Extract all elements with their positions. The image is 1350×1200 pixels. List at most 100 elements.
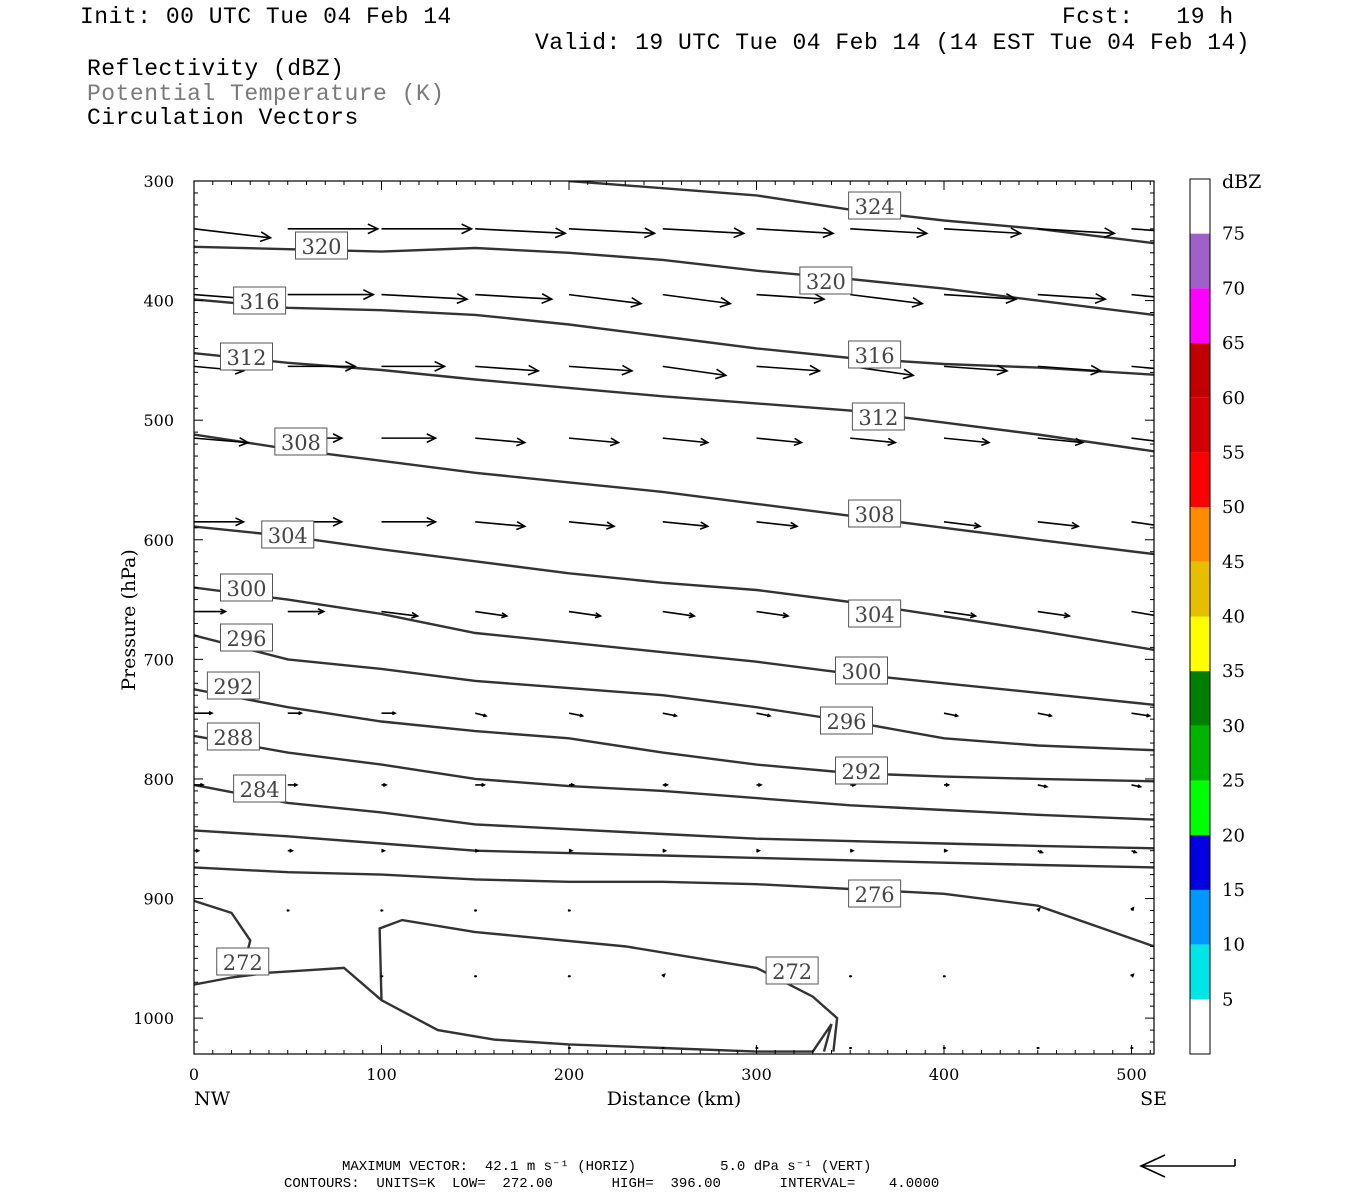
theta-contour-288 [194, 734, 1154, 821]
x-end-label-left: NW [194, 1088, 231, 1110]
contour-label: 272 [765, 956, 819, 985]
colorbar-label: 15 [1222, 880, 1245, 901]
svg-text:312: 312 [226, 346, 266, 370]
wind-vector [381, 516, 438, 527]
y-axis-label: Pressure (hPa) [118, 549, 140, 691]
theta-contour-280 [194, 829, 1154, 869]
svg-text:308: 308 [281, 431, 321, 455]
wind-vector [568, 610, 603, 619]
colorbar-swatch [1190, 944, 1210, 1000]
init-time: Init: 00 UTC Tue 04 Feb 14 [80, 4, 452, 30]
contour-label: 304 [261, 520, 315, 549]
wind-vector [287, 711, 304, 716]
contour-label: 308 [274, 427, 328, 456]
wind-vector [943, 293, 1018, 305]
theta-contour-312 [194, 352, 1154, 453]
wind-vector [1037, 712, 1054, 718]
svg-text:316: 316 [240, 290, 280, 314]
wind-vector [756, 610, 790, 619]
colorbar-frame [1189, 178, 1211, 1055]
colorbar-label: 10 [1222, 935, 1245, 956]
svg-text:324: 324 [855, 195, 895, 219]
y-tick-label: 900 [143, 890, 174, 909]
wind-vector [943, 610, 978, 619]
theta-contour-320 [194, 245, 1154, 317]
y-tick-label: 500 [143, 411, 174, 430]
wind-vector [943, 521, 982, 530]
wind-vector [568, 712, 585, 718]
wind-vector [943, 848, 949, 853]
field-title-theta: Potential Temperature (K) [87, 81, 445, 107]
colorbar-swatch [1190, 835, 1210, 890]
wind-vector [1037, 437, 1085, 447]
theta-contour-284 [194, 783, 1154, 850]
wind-vector [381, 360, 447, 372]
svg-text:304: 304 [268, 524, 308, 548]
wind-vector [756, 227, 835, 239]
wind-vector [943, 364, 1009, 376]
x-tick-label: 0 [189, 1065, 199, 1084]
theta-contour-300 [194, 586, 1154, 706]
wind-vector [1037, 292, 1108, 304]
contour-label: 292 [206, 671, 260, 700]
wind-vector [194, 436, 250, 447]
svg-text:320: 320 [806, 270, 846, 294]
wind-vector [475, 227, 568, 239]
wind-vector [850, 293, 925, 308]
colorbar-swatch [1190, 725, 1210, 781]
contour-label: 304 [848, 599, 902, 628]
wind-vector [474, 848, 480, 853]
wind-vector [943, 227, 1023, 239]
wind-vector [194, 608, 228, 615]
wind-vector [661, 1046, 665, 1050]
theta-contour-304 [194, 525, 1154, 651]
wind-vector [662, 521, 710, 530]
contour-info-note: CONTOURS: UNITS=K LOW= 272.00 HIGH= 396.… [284, 1176, 940, 1192]
wind-vector [475, 364, 541, 376]
wind-vector [475, 293, 554, 305]
wind-vector [287, 607, 326, 616]
wind-vector [194, 782, 205, 787]
wind-vector [287, 782, 299, 787]
wind-vector [1131, 228, 1154, 232]
contour-label: 284 [233, 774, 287, 803]
field-title-reflectivity: Reflectivity (dBZ) [87, 56, 345, 82]
colorbar-swatch [1190, 561, 1210, 617]
wind-vector [756, 521, 799, 530]
wind-vector [662, 848, 668, 853]
contour-label: 296 [220, 623, 273, 652]
colorbar-swatch [1190, 671, 1210, 726]
colorbar-swatch [1190, 507, 1210, 562]
wind-vector [756, 364, 822, 376]
wind-vector [1036, 907, 1041, 912]
svg-text:272: 272 [223, 951, 263, 975]
contour-label: 276 [848, 879, 902, 908]
theta-contour-292 [194, 688, 1154, 783]
contour-label: 320 [295, 231, 348, 260]
wind-vector [756, 712, 772, 718]
wind-vector [1130, 973, 1135, 978]
wind-vector [1131, 521, 1154, 526]
x-tick-label: 400 [929, 1065, 960, 1084]
wind-vector [850, 437, 898, 447]
colorbar-swatch [1190, 233, 1210, 289]
wind-vector [568, 848, 574, 853]
axes: 0 100 200 300 400 500 300 400 500 600 700 800 900 100… [133, 172, 1155, 1084]
wind-vector [475, 712, 488, 718]
contour-label: 316 [848, 340, 902, 369]
x-tick-label: 500 [1116, 1065, 1147, 1084]
colorbar-label: 20 [1222, 825, 1245, 846]
wind-vector [943, 712, 960, 718]
max-vector-note: MAXIMUM VECTOR: 42.1 m s⁻¹ (HORIZ) 5.0 d… [342, 1159, 872, 1175]
wind-vector [381, 293, 469, 305]
wind-vector [381, 711, 397, 716]
x-end-label-right: SE [1140, 1088, 1167, 1110]
svg-text:284: 284 [240, 778, 280, 802]
contour-label: 272 [216, 947, 270, 976]
wind-vector [381, 848, 387, 853]
wind-vector [380, 909, 384, 912]
colorbar-label: 75 [1222, 224, 1245, 245]
wind-vector [568, 364, 634, 376]
contour-label: 324 [848, 191, 902, 220]
wind-vector [662, 227, 746, 239]
